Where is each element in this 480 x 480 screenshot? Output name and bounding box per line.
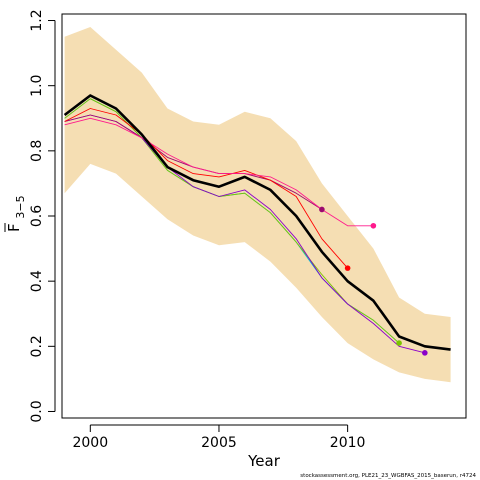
series-line-retro-5: [64, 108, 348, 269]
series-end-point-4: [319, 206, 325, 213]
x-tick-label: 2005: [201, 435, 237, 451]
y-axis-label-subscript: 3−5: [14, 195, 27, 218]
x-tick-label: 2010: [330, 435, 366, 451]
x-axis: 2000 2005 2010: [72, 424, 366, 451]
footnote: stockassessment.org, PLE21_23_WGBFAS_201…: [300, 473, 476, 479]
y-axis: 0.0 0.2 0.4 0.6 0.8 1.0 1.2: [29, 9, 56, 423]
y-tick-label: 0.8: [29, 140, 45, 162]
x-axis-label: Year: [247, 452, 281, 470]
series-end-point-6: [370, 222, 377, 229]
series-end-point-3: [422, 350, 428, 356]
y-tick-label: 0.4: [29, 270, 45, 292]
y-tick-label: 1.0: [29, 75, 45, 97]
series-end-point-5: [344, 265, 351, 271]
confidence-band: [64, 27, 451, 383]
series-line-estimate: [63, 94, 451, 351]
y-tick-label: 1.2: [29, 9, 45, 31]
y-axis-label-main: F: [5, 223, 23, 232]
end-marker-layer: [319, 206, 428, 356]
plot-frame: [61, 13, 467, 419]
y-tick-label: 0.6: [29, 205, 45, 227]
y-tick-label: 0.0: [29, 400, 45, 422]
y-tick-label: 0.2: [29, 335, 45, 357]
series-end-point-2: [396, 340, 402, 346]
confidence-band-layer: [64, 27, 451, 383]
svg-text:F 3−5: F 3−5: [5, 195, 27, 232]
y-axis-label: F 3−5: [4, 195, 27, 232]
x-tick-label: 2000: [72, 435, 108, 451]
series-layer: [63, 94, 451, 354]
